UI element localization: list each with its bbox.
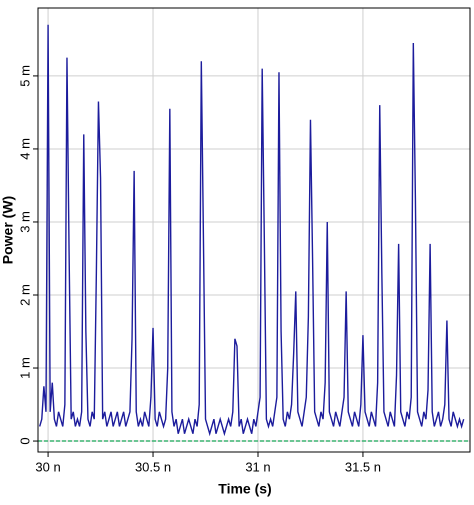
plot-border [37,7,471,453]
y-tick-label: 3 m [17,211,32,233]
y-tick-label: 0 [17,437,32,444]
x-tick-label: 30 n [35,459,60,474]
x-tick-label: 30.5 n [135,459,171,474]
y-tick-label: 2 m [17,284,32,306]
y-tick-label: 1 m [17,357,32,379]
plot-area [38,8,470,452]
y-tick-label: 4 m [17,138,32,160]
x-tick-label: 31.5 n [345,459,381,474]
x-tick-label: 31 n [245,459,270,474]
x-axis-title: Time (s) [218,481,271,497]
power-trace [39,24,465,437]
y-axis-title: Power (W) [0,196,16,264]
y-tick-label: 5 m [17,65,32,87]
